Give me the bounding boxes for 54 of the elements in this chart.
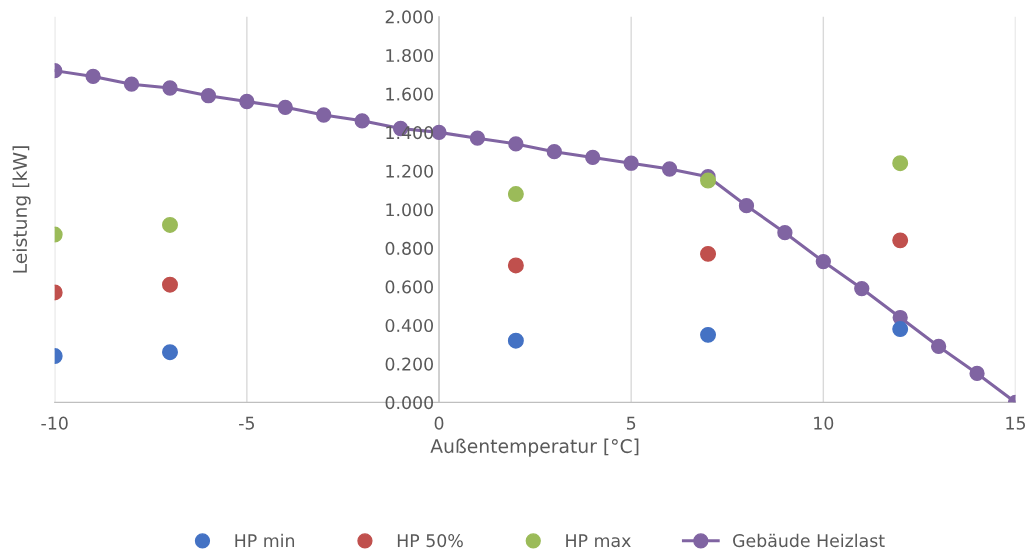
point <box>585 149 601 166</box>
point <box>85 68 101 85</box>
point <box>507 332 524 349</box>
point <box>969 365 985 382</box>
point <box>354 113 370 129</box>
point <box>815 253 831 270</box>
y-axis-title: Leistung [kW] <box>12 146 31 273</box>
x-tick-label: 10 <box>814 416 834 430</box>
y-tick-label: 1.800 <box>386 48 433 63</box>
point <box>200 88 217 104</box>
legend-label: HP 50% <box>397 534 463 548</box>
point <box>892 232 909 249</box>
point <box>700 245 717 262</box>
y-tick-label: 0.200 <box>385 357 433 371</box>
point <box>162 80 178 96</box>
x-tick-label: 15 <box>1006 416 1026 430</box>
x-axis-title: Außentemperatur [°C] <box>430 438 639 457</box>
y-tick-label: 0.600 <box>385 280 433 294</box>
point <box>277 99 293 115</box>
point <box>854 280 870 297</box>
point <box>316 107 332 123</box>
y-tick-label: 1.200 <box>386 164 433 178</box>
y-tick-label: 1.600 <box>386 87 433 101</box>
point <box>507 257 524 274</box>
y-tick-label: 0.000 <box>385 396 433 410</box>
point <box>162 344 178 361</box>
point <box>162 216 178 233</box>
point <box>469 130 486 146</box>
point <box>508 136 524 152</box>
point <box>700 326 717 343</box>
x-tick-label: -5 <box>239 416 254 430</box>
point <box>239 93 255 110</box>
point <box>507 186 524 203</box>
point <box>162 276 178 293</box>
x-tick-label: -10 <box>41 416 68 430</box>
point <box>546 144 562 160</box>
legend-label: HP max <box>566 534 631 548</box>
point <box>738 198 755 214</box>
point <box>123 76 140 92</box>
point <box>930 338 947 355</box>
point <box>892 155 909 172</box>
y-tick-label: 0.400 <box>385 318 433 333</box>
x-tick-label: 5 <box>626 416 636 430</box>
y-tick-label: 2.000 <box>385 10 433 24</box>
point <box>777 225 793 241</box>
legend-label: Gebäude Heizlast <box>733 533 885 548</box>
point <box>661 161 678 177</box>
y-tick-label: 0.800 <box>385 241 433 255</box>
y-tick-label: 1.000 <box>386 203 433 217</box>
x-tick-label: 0 <box>434 416 444 430</box>
point <box>892 321 909 338</box>
point <box>623 155 639 171</box>
point <box>700 172 717 189</box>
legend-label: HP min <box>235 533 295 547</box>
